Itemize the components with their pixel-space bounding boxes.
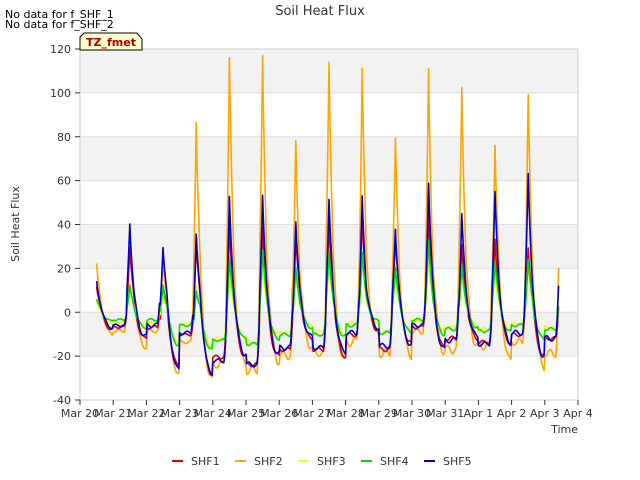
- y-tick-label: -40: [53, 394, 71, 407]
- y-axis-label: Soil Heat Flux: [9, 186, 22, 262]
- x-tick-label: Mar 27: [293, 407, 331, 420]
- x-tick-label: Apr 1: [464, 407, 494, 420]
- series-layer: [95, 54, 560, 378]
- x-axis-label: Time: [550, 423, 578, 436]
- legend-label-shf1: SHF1: [191, 455, 220, 468]
- legend-label-shf3: SHF3: [317, 455, 346, 468]
- chart-title: Soil Heat Flux: [275, 4, 365, 19]
- x-tick-label: Mar 21: [94, 407, 132, 420]
- y-tick-label: 120: [50, 43, 71, 56]
- legend: SHF1 SHF2 SHF3 SHF4 SHF5: [172, 455, 472, 468]
- plot-band: [80, 356, 578, 400]
- x-tick-label: Mar 25: [227, 407, 265, 420]
- x-tick-label: Mar 22: [127, 407, 165, 420]
- series-line-shf4: [95, 239, 560, 350]
- x-tick-label: Mar 30: [393, 407, 431, 420]
- no-data-note-1: No data for f_SHF_1: [5, 8, 114, 21]
- x-tick-label: Mar 29: [360, 407, 398, 420]
- x-tick-label: Mar 31: [426, 407, 464, 420]
- series-line-shf2: [95, 54, 560, 378]
- y-tick-label: 100: [50, 87, 71, 100]
- y-tick-label: 0: [64, 306, 71, 319]
- y-tick-label: 40: [57, 219, 71, 232]
- x-tick-label: Apr 3: [530, 407, 560, 420]
- y-tick-label: 60: [57, 175, 71, 188]
- plot-band: [80, 312, 578, 357]
- site-label: TZ_fmet: [86, 36, 136, 49]
- series-line-shf5: [95, 172, 560, 376]
- site-label-shape: [79, 32, 143, 51]
- x-tick-label: Mar 23: [160, 407, 198, 420]
- y-tick-label: 20: [57, 262, 71, 275]
- legend-label-shf2: SHF2: [254, 455, 283, 468]
- x-tick-label: Mar 28: [326, 407, 364, 420]
- x-tick-label: Mar 24: [194, 407, 232, 420]
- x-tick-label: Mar 20: [61, 407, 99, 420]
- y-tick-label: 80: [57, 131, 71, 144]
- site-label-box: TZ_fmet: [79, 32, 143, 51]
- x-tick-label: Mar 26: [260, 407, 298, 420]
- y-tick-label: -20: [53, 350, 71, 363]
- x-tick-label: Apr 2: [497, 407, 527, 420]
- x-tick-label: Apr 4: [563, 407, 593, 420]
- legend-label-shf5: SHF5: [443, 455, 472, 468]
- plot-band: [80, 136, 578, 181]
- y-axis-ticks: -40 -20 0 20 40 60 80 100 120: [50, 43, 80, 407]
- no-data-note-2: No data for f_SHF_2: [5, 18, 114, 31]
- legend-label-shf4: SHF4: [380, 455, 409, 468]
